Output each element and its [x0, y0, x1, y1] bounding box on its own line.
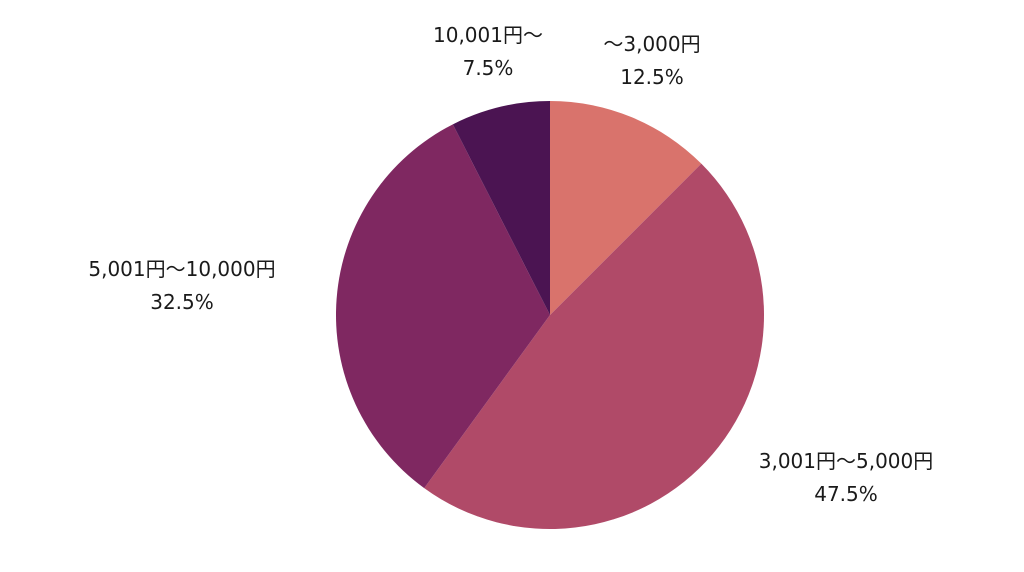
pie-label-percent: 7.5% [463, 56, 514, 80]
pie-label-2: 3,001円〜5,000円 47.5% [759, 449, 934, 506]
pie-label-percent: 47.5% [814, 482, 878, 506]
pie-slice-2 [424, 163, 765, 530]
pie-label-3: 5,001円〜10,000円 32.5% [88, 257, 275, 314]
pie-slice-3 [335, 124, 550, 489]
pie-label-category: 5,001円〜10,000円 [88, 257, 275, 281]
pie-labels: 〜3,000円 12.5% 3,001円〜5,000円 47.5% 5,001円〜10,… [88, 23, 933, 506]
pie-slice-4 [452, 101, 550, 315]
pie-label-4: 10,001円〜 7.5% [433, 23, 543, 80]
pie-label-category: 10,001円〜 [433, 23, 543, 47]
pie-label-percent: 32.5% [150, 290, 214, 314]
pie-slices [335, 101, 765, 530]
pie-slice-1 [550, 101, 702, 315]
pie-label-category: 3,001円〜5,000円 [759, 449, 934, 473]
pie-label-category: 〜3,000円 [603, 32, 700, 56]
pie-label-percent: 12.5% [620, 65, 684, 89]
pie-label-1: 〜3,000円 12.5% [603, 32, 700, 89]
